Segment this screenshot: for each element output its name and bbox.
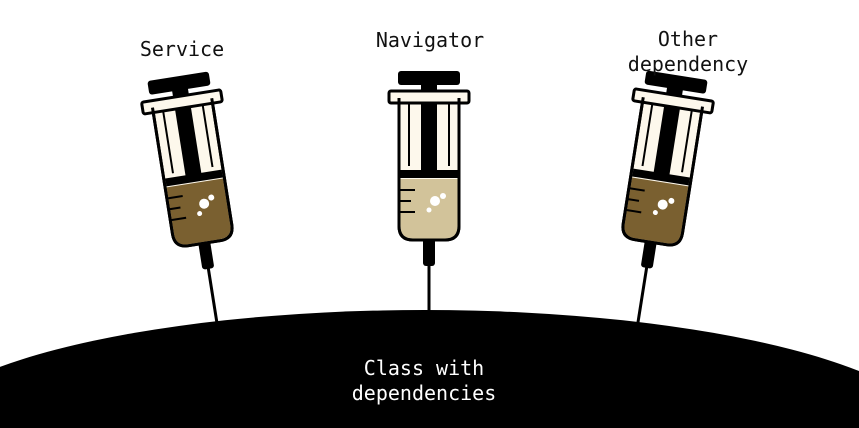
navigator-label: Navigator [375, 28, 485, 52]
service-label: Service [139, 37, 225, 61]
class-with-dependencies-label: Class with dependencies [351, 356, 497, 405]
syringe-navigator [387, 71, 471, 329]
syringe-other-dependency [621, 70, 715, 331]
syringe-service [140, 71, 234, 332]
other-dependency-label: Other dependency [627, 27, 749, 76]
class-base-shape [0, 310, 859, 428]
